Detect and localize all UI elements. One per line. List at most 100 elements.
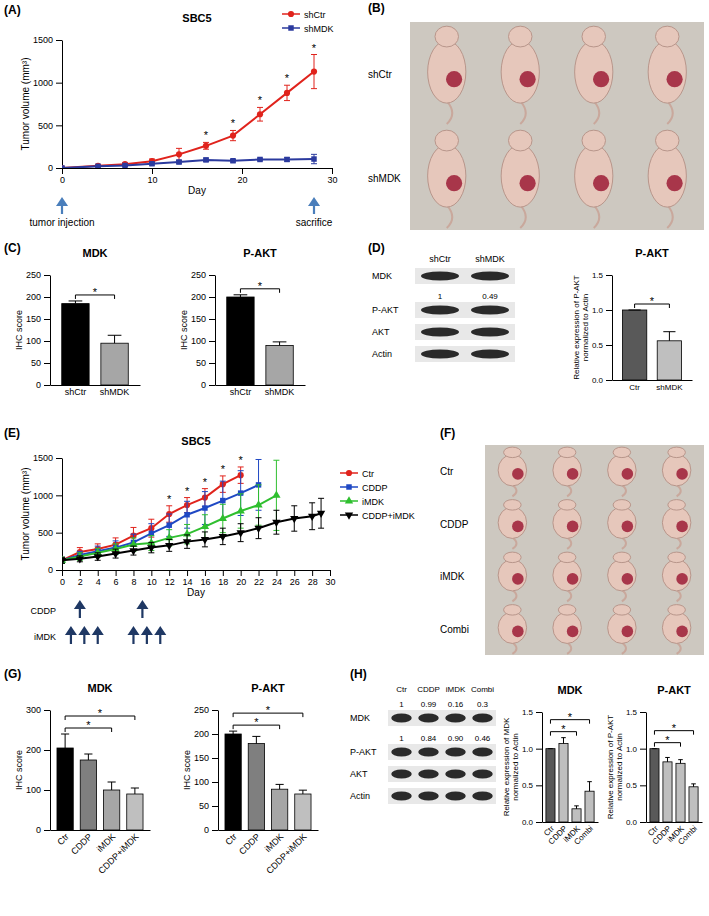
tick-label: 18: [218, 577, 228, 587]
panel-letter: (B): [368, 1, 385, 15]
tick: shMDK: [656, 380, 683, 392]
tick: 0: [48, 565, 62, 575]
lane-label: shMDK: [475, 254, 505, 264]
lane-label: iMDK: [446, 685, 466, 694]
mouse-head: [504, 552, 522, 563]
tick-mark: [312, 570, 313, 576]
mouse-head: [508, 26, 532, 47]
band: [391, 714, 412, 723]
mouse-body: [498, 559, 526, 591]
axis-title: IHC score: [14, 310, 24, 350]
tick-mark: [276, 570, 277, 576]
y-axis: 0.00.51.01.5: [592, 271, 613, 385]
y-axis: 050100150200250: [194, 705, 219, 835]
significance-star: *: [650, 295, 655, 307]
legend-marker: [288, 25, 293, 30]
tick-label: Ctr: [55, 832, 71, 848]
x-axis: shCtrshMDK: [51, 385, 141, 397]
error-bar: [311, 55, 317, 89]
blot-strip: [415, 324, 515, 340]
panel-letter: (D): [368, 241, 385, 255]
mouse-tail: [622, 537, 626, 549]
bar: [657, 341, 681, 380]
band: [472, 748, 493, 757]
arrow: [94, 628, 102, 644]
bar: [80, 760, 96, 830]
marker: [184, 512, 189, 517]
band: [418, 748, 439, 757]
tick-label: 2: [78, 577, 83, 587]
band-ratio: 1: [438, 292, 443, 301]
tumor: [622, 521, 634, 533]
row-label: AKT: [372, 327, 390, 337]
tick-mark: [152, 168, 153, 174]
tick-label: 200: [26, 745, 41, 755]
tick-label: 1.5: [626, 708, 638, 717]
tick-label: 28: [308, 577, 318, 587]
tumor: [622, 468, 634, 480]
mouse-head: [613, 447, 631, 458]
mouse-head: [668, 500, 686, 511]
chart-title: SBC5: [182, 12, 211, 24]
lane-label: Ctr: [396, 685, 407, 694]
axis-line: [216, 385, 306, 386]
tick-mark: [209, 297, 215, 298]
tick: 1.5: [522, 708, 542, 717]
chart-title: MDK: [82, 247, 107, 259]
marker: [202, 505, 207, 510]
legend-item: iMDK: [340, 496, 384, 506]
plot-area: [62, 459, 325, 565]
band: [445, 714, 466, 723]
chart-title: MDK: [557, 684, 582, 696]
tick: 4: [96, 570, 101, 587]
mouse-head: [582, 26, 606, 47]
tick: 1000: [33, 491, 62, 501]
tick: 28: [308, 570, 318, 587]
tick-mark: [44, 275, 50, 276]
axis-line: [646, 713, 647, 823]
tick-label: 50: [31, 358, 41, 368]
plot-area: [227, 295, 294, 385]
mouse-tail: [512, 642, 516, 654]
band: [471, 272, 509, 281]
tick: 6: [114, 570, 119, 587]
tick-label: 0.0: [522, 818, 534, 827]
tick: shCtr: [230, 385, 252, 397]
tick-label: 1.5: [522, 708, 534, 717]
mouse-tail: [622, 485, 626, 497]
error-bar: [176, 148, 182, 160]
panel-letter: (A): [4, 3, 21, 17]
tick-mark: [209, 363, 215, 364]
tick: 0.0: [522, 818, 542, 827]
mouse-body: [501, 41, 539, 103]
marker: [237, 506, 245, 513]
marker: [237, 530, 245, 537]
tick-mark: [169, 570, 170, 576]
mouse-head: [504, 447, 522, 458]
significance-star: *: [185, 485, 190, 497]
tick-mark: [212, 758, 218, 759]
mouse-body: [553, 454, 581, 486]
arrow: [143, 628, 151, 644]
tick-mark: [330, 570, 331, 576]
tick-label: 0: [201, 380, 206, 390]
mouse-body: [553, 559, 581, 591]
row-label: AKT: [350, 769, 368, 779]
tick-mark: [44, 830, 50, 831]
band-ratio: 0.90: [448, 734, 464, 743]
legend-marker: [345, 513, 353, 520]
axis-line: [215, 276, 216, 386]
bar: [103, 790, 119, 830]
tick-mark: [212, 806, 218, 807]
tick: Ctr: [55, 830, 71, 847]
mouse: [498, 500, 526, 549]
tick-label: 0.0: [626, 818, 638, 827]
significance-star: *: [561, 723, 566, 735]
tick-mark: [56, 570, 62, 571]
tumor: [593, 175, 609, 191]
marker: [219, 514, 227, 521]
tick-label: 150: [26, 314, 41, 324]
tick-label: Ctr: [223, 832, 239, 848]
axis-line: [50, 711, 51, 831]
group-label: Combi: [440, 624, 469, 635]
